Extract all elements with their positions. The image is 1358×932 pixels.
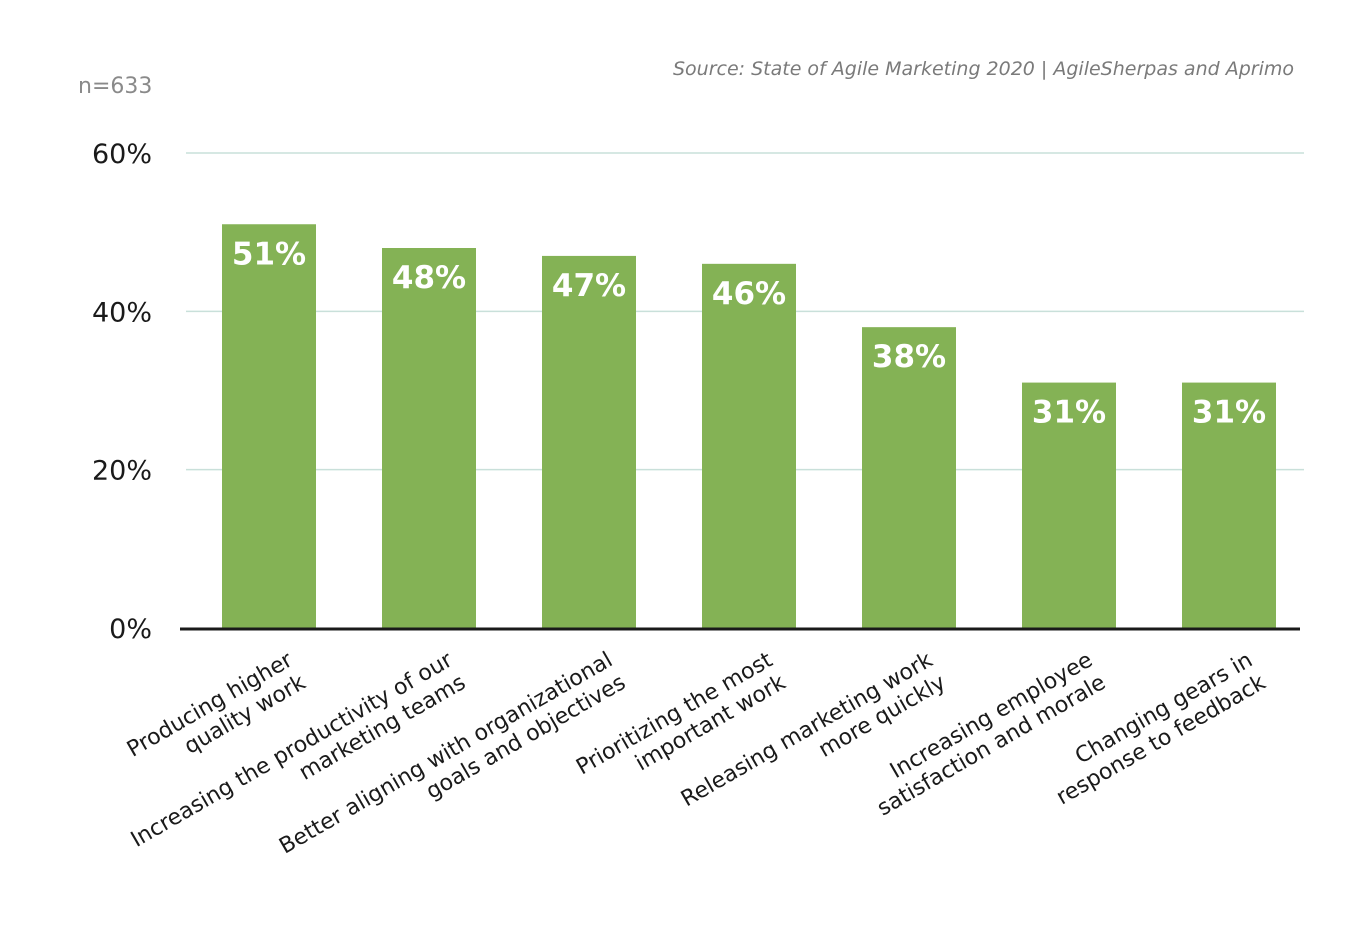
bar-value-label: 51% — [232, 236, 306, 272]
bar — [222, 224, 316, 628]
bar — [1182, 382, 1276, 628]
bar-value-label: 47% — [552, 268, 626, 304]
sample-size-label: n=633 — [78, 74, 153, 99]
bar — [702, 263, 796, 628]
bar-value-label: 31% — [1032, 395, 1106, 431]
source-caption: Source: State of Agile Marketing 2020 | … — [672, 58, 1294, 80]
y-tick-label: 20% — [92, 456, 152, 487]
bar — [862, 327, 956, 628]
y-tick-label: 0% — [109, 614, 152, 645]
bar-value-label: 48% — [392, 260, 466, 296]
bar — [542, 255, 636, 628]
y-tick-label: 60% — [92, 139, 152, 170]
bar — [382, 248, 476, 628]
bar-value-label: 38% — [872, 339, 946, 375]
bar-value-label: 31% — [1192, 395, 1266, 431]
y-tick-label: 40% — [92, 297, 152, 328]
bar-value-label: 46% — [712, 276, 786, 312]
bar — [1022, 382, 1116, 628]
